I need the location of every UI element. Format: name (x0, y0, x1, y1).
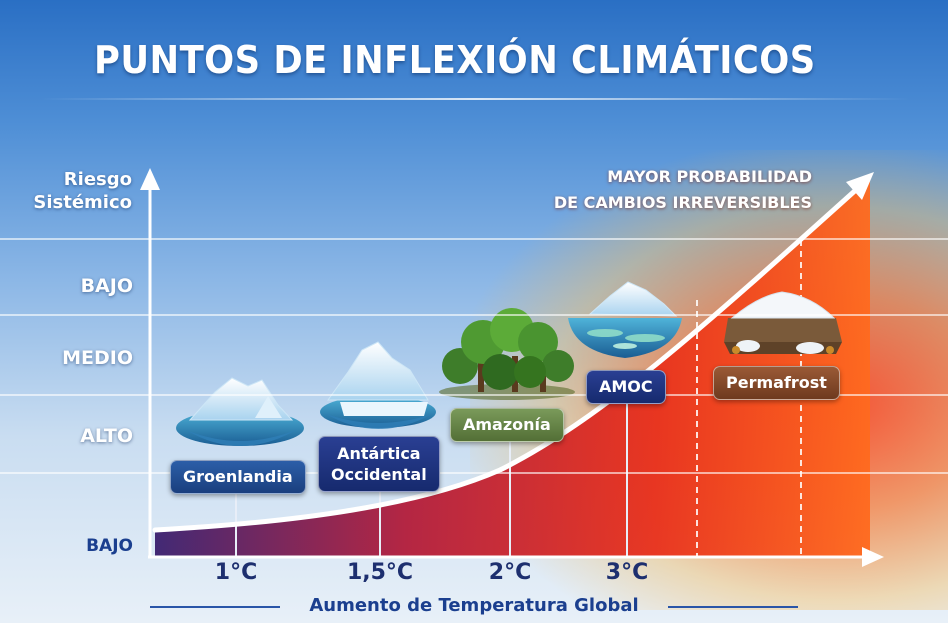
x-tick-label: 3°C (605, 560, 649, 585)
y-level-label: BAJO (86, 536, 133, 556)
ocean-current-icon (568, 281, 682, 358)
page-title: PUNTOS DE INFLEXIÓN CLIMÁTICOS (94, 38, 816, 82)
y-axis-title-line1: Riesgo (63, 169, 132, 190)
x-title-rule-right (668, 606, 798, 608)
x-axis-arrowhead (862, 547, 884, 567)
title-divider (40, 98, 910, 100)
tipping-point-badge: Permafrost (713, 366, 840, 400)
ice-shelf-icon (320, 341, 436, 429)
callout-line2: DE CAMBIOS IRREVERSIBLES (553, 193, 812, 212)
curve-arrowhead (846, 172, 874, 200)
iceberg-icon (176, 377, 304, 446)
y-axis-arrowhead (140, 168, 160, 190)
x-axis-title: Aumento de Temperatura Global (309, 595, 639, 616)
y-level-label: BAJO (80, 275, 133, 297)
x-tick-label: 2°C (488, 560, 532, 585)
callout-line1: MAYOR PROBABILIDAD (607, 167, 812, 186)
permafrost-icon (724, 291, 842, 354)
tipping-point-badge: Groenlandia (170, 460, 306, 494)
rainforest-icon (439, 308, 575, 400)
badge-label: Amazonía (463, 415, 551, 434)
y-axis-title: Riesgo Sistémico (10, 168, 132, 214)
y-level-label: MEDIO (62, 347, 133, 369)
badge-label: AMOC (599, 377, 653, 396)
tipping-point-badge: Amazonía (450, 408, 564, 442)
tipping-point-badge: Antártica Occidental (318, 436, 440, 492)
risk-curve (152, 185, 861, 533)
badge-label: Groenlandia (183, 467, 293, 486)
badge-label: Antártica (337, 444, 421, 463)
gridline (0, 472, 948, 474)
badge-label: Permafrost (726, 373, 827, 392)
y-axis-title-line2: Sistémico (33, 192, 132, 213)
x-tick-label: 1°C (214, 560, 258, 585)
gridline (0, 238, 948, 240)
risk-area (155, 178, 870, 556)
gridline (0, 314, 948, 316)
tipping-point-badge: AMOC (586, 370, 666, 404)
x-tick-label: 1,5°C (346, 560, 414, 585)
x-title-rule-left (150, 606, 280, 608)
badge-label: Occidental (331, 465, 427, 484)
gridline (0, 394, 948, 396)
y-level-label: ALTO (80, 425, 133, 447)
irreversible-callout: MAYOR PROBABILIDAD DE CAMBIOS IRREVERSIB… (520, 164, 812, 216)
